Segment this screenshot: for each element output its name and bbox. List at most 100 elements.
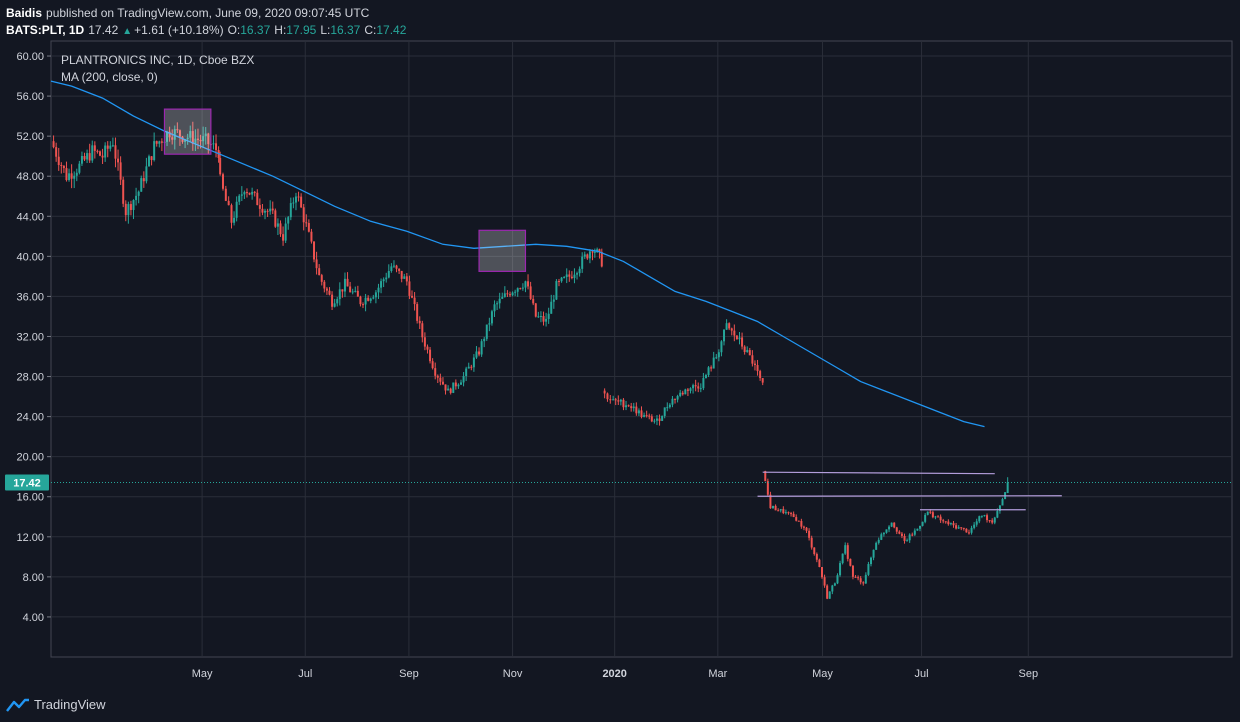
candle-down — [506, 293, 509, 295]
candle-down — [991, 520, 994, 523]
candle-down — [748, 350, 751, 356]
candle-up — [459, 382, 462, 385]
y-tick-label: 24.00 — [16, 412, 44, 424]
footer-brand[interactable]: TradingView — [6, 697, 106, 712]
candle-up — [240, 194, 243, 196]
candle-up — [671, 398, 674, 405]
candle-up — [973, 524, 976, 528]
candle-down — [810, 537, 813, 548]
candle-down — [256, 192, 259, 206]
candle-up — [511, 292, 514, 296]
candle-down — [761, 378, 764, 383]
candle-up — [779, 509, 782, 511]
candle-down — [266, 210, 269, 212]
candle-down — [411, 295, 414, 298]
highlight-box — [478, 229, 527, 272]
legend-title: PLANTRONICS INC, 1D, Cboe BZX — [61, 53, 254, 67]
candle-up — [132, 200, 135, 210]
candle-up — [720, 341, 723, 353]
candle-down — [570, 276, 573, 279]
candle-up — [702, 378, 705, 389]
candle-down — [782, 509, 785, 514]
candle-up — [483, 338, 486, 342]
candle-down — [854, 576, 857, 578]
candle-down — [55, 147, 58, 157]
candle-down — [331, 294, 334, 307]
ma-200-line — [50, 80, 985, 428]
candle-down — [325, 288, 328, 291]
candle-down — [967, 532, 970, 534]
candle-down — [300, 196, 303, 208]
low-label: L: — [320, 23, 331, 37]
candle-up — [343, 278, 346, 292]
brand-label: TradingView — [34, 697, 106, 712]
candle-up — [173, 129, 176, 140]
candle-up — [137, 191, 140, 196]
candle-down — [557, 281, 560, 283]
publisher-name[interactable]: Baidis — [6, 6, 43, 20]
candle-down — [215, 143, 218, 151]
candle-up — [127, 204, 130, 216]
candle-down — [439, 377, 442, 382]
candle-up — [447, 388, 450, 391]
candle-up — [882, 532, 885, 535]
candle-up — [233, 217, 236, 223]
candle-up — [924, 514, 927, 522]
candle-up — [537, 316, 540, 318]
candle-down — [769, 494, 772, 509]
candle-down — [859, 578, 862, 583]
candle-up — [908, 534, 911, 541]
candle-down — [898, 531, 901, 534]
candle-down — [697, 386, 700, 389]
last-price-label: 17.42 — [13, 478, 41, 490]
candle-down — [320, 275, 323, 282]
candle-down — [733, 330, 736, 336]
candle-up — [496, 303, 499, 305]
candle-up — [465, 368, 468, 377]
candle-down — [764, 471, 767, 482]
candle-down — [893, 522, 896, 528]
candle-down — [191, 131, 194, 144]
candle-down — [60, 164, 63, 166]
candle-down — [395, 265, 398, 269]
candle-up — [140, 178, 143, 192]
symbol-interval[interactable]: BATS:PLT, 1D — [6, 23, 85, 37]
candle-down — [627, 405, 630, 407]
candle-up — [715, 357, 718, 359]
candle-up — [135, 195, 138, 201]
candle-up — [983, 515, 986, 517]
candle-up — [204, 133, 207, 137]
candle-down — [586, 254, 589, 259]
candle-down — [792, 513, 795, 518]
candle-up — [524, 281, 527, 288]
candle-down — [777, 510, 780, 512]
candle-up — [625, 405, 628, 408]
candle-down — [952, 523, 955, 526]
candle-up — [338, 289, 341, 300]
candle-up — [372, 297, 375, 299]
candle-down — [434, 368, 437, 376]
candle-up — [970, 527, 973, 533]
candle-down — [797, 520, 800, 522]
trend-line — [757, 495, 1062, 497]
candle-up — [619, 399, 622, 402]
candle-down — [426, 346, 429, 350]
candle-up — [841, 553, 844, 564]
candle-up — [637, 410, 640, 414]
candle-down — [630, 406, 633, 409]
candle-up — [993, 517, 996, 523]
candle-down — [219, 157, 222, 175]
candle-down — [253, 191, 256, 193]
candle-down — [318, 268, 321, 276]
candle-up — [844, 545, 847, 554]
candle-down — [114, 145, 117, 159]
candle-down — [70, 173, 73, 179]
candle-down — [955, 525, 958, 529]
candle-up — [501, 296, 504, 299]
candle-up — [975, 521, 978, 525]
candle-up — [184, 139, 187, 142]
legend-ma: MA (200, close, 0) — [61, 70, 158, 84]
candle-up — [643, 415, 646, 417]
candle-up — [73, 175, 76, 179]
